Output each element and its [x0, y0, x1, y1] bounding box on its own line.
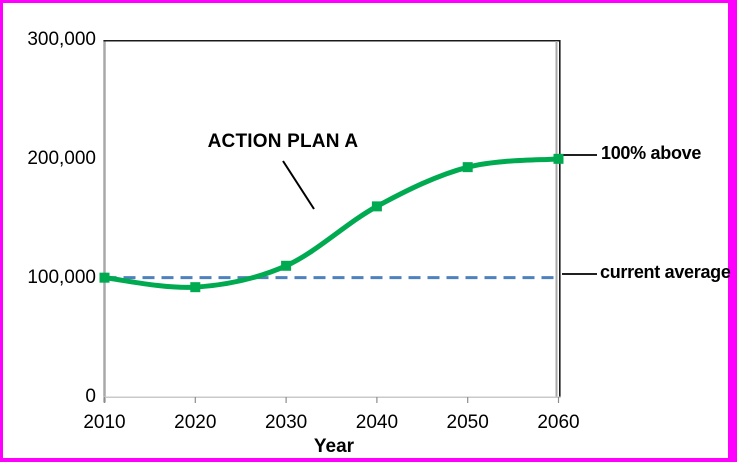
series-line	[102, 156, 561, 290]
x-tick-label: 2030	[264, 412, 308, 433]
x-tick-label: 2040	[355, 412, 399, 433]
pct-above-label: 100% above	[601, 143, 702, 163]
x-axis-title: Year	[313, 436, 355, 457]
current-average-label: current average	[600, 262, 731, 282]
series-marker	[281, 260, 292, 271]
series-marker	[553, 153, 564, 164]
y-tick-label: 300,000	[27, 29, 96, 50]
x-tick-label: 2010	[83, 412, 126, 433]
series-marker	[462, 162, 473, 173]
series-annotation-label: ACTION PLAN A	[207, 131, 359, 152]
series-marker	[99, 272, 110, 283]
x-tick-label: 2050	[446, 412, 489, 433]
y-tick-label: 200,000	[27, 147, 96, 169]
y-tick-label: 100,000	[27, 266, 96, 288]
series-marker	[371, 201, 382, 212]
series-marker	[190, 282, 201, 293]
chart-background	[3, 3, 728, 458]
y-tick-label: 0	[85, 385, 96, 407]
x-tick-label: 2060	[537, 412, 580, 433]
x-tick-label: 2020	[174, 412, 217, 433]
